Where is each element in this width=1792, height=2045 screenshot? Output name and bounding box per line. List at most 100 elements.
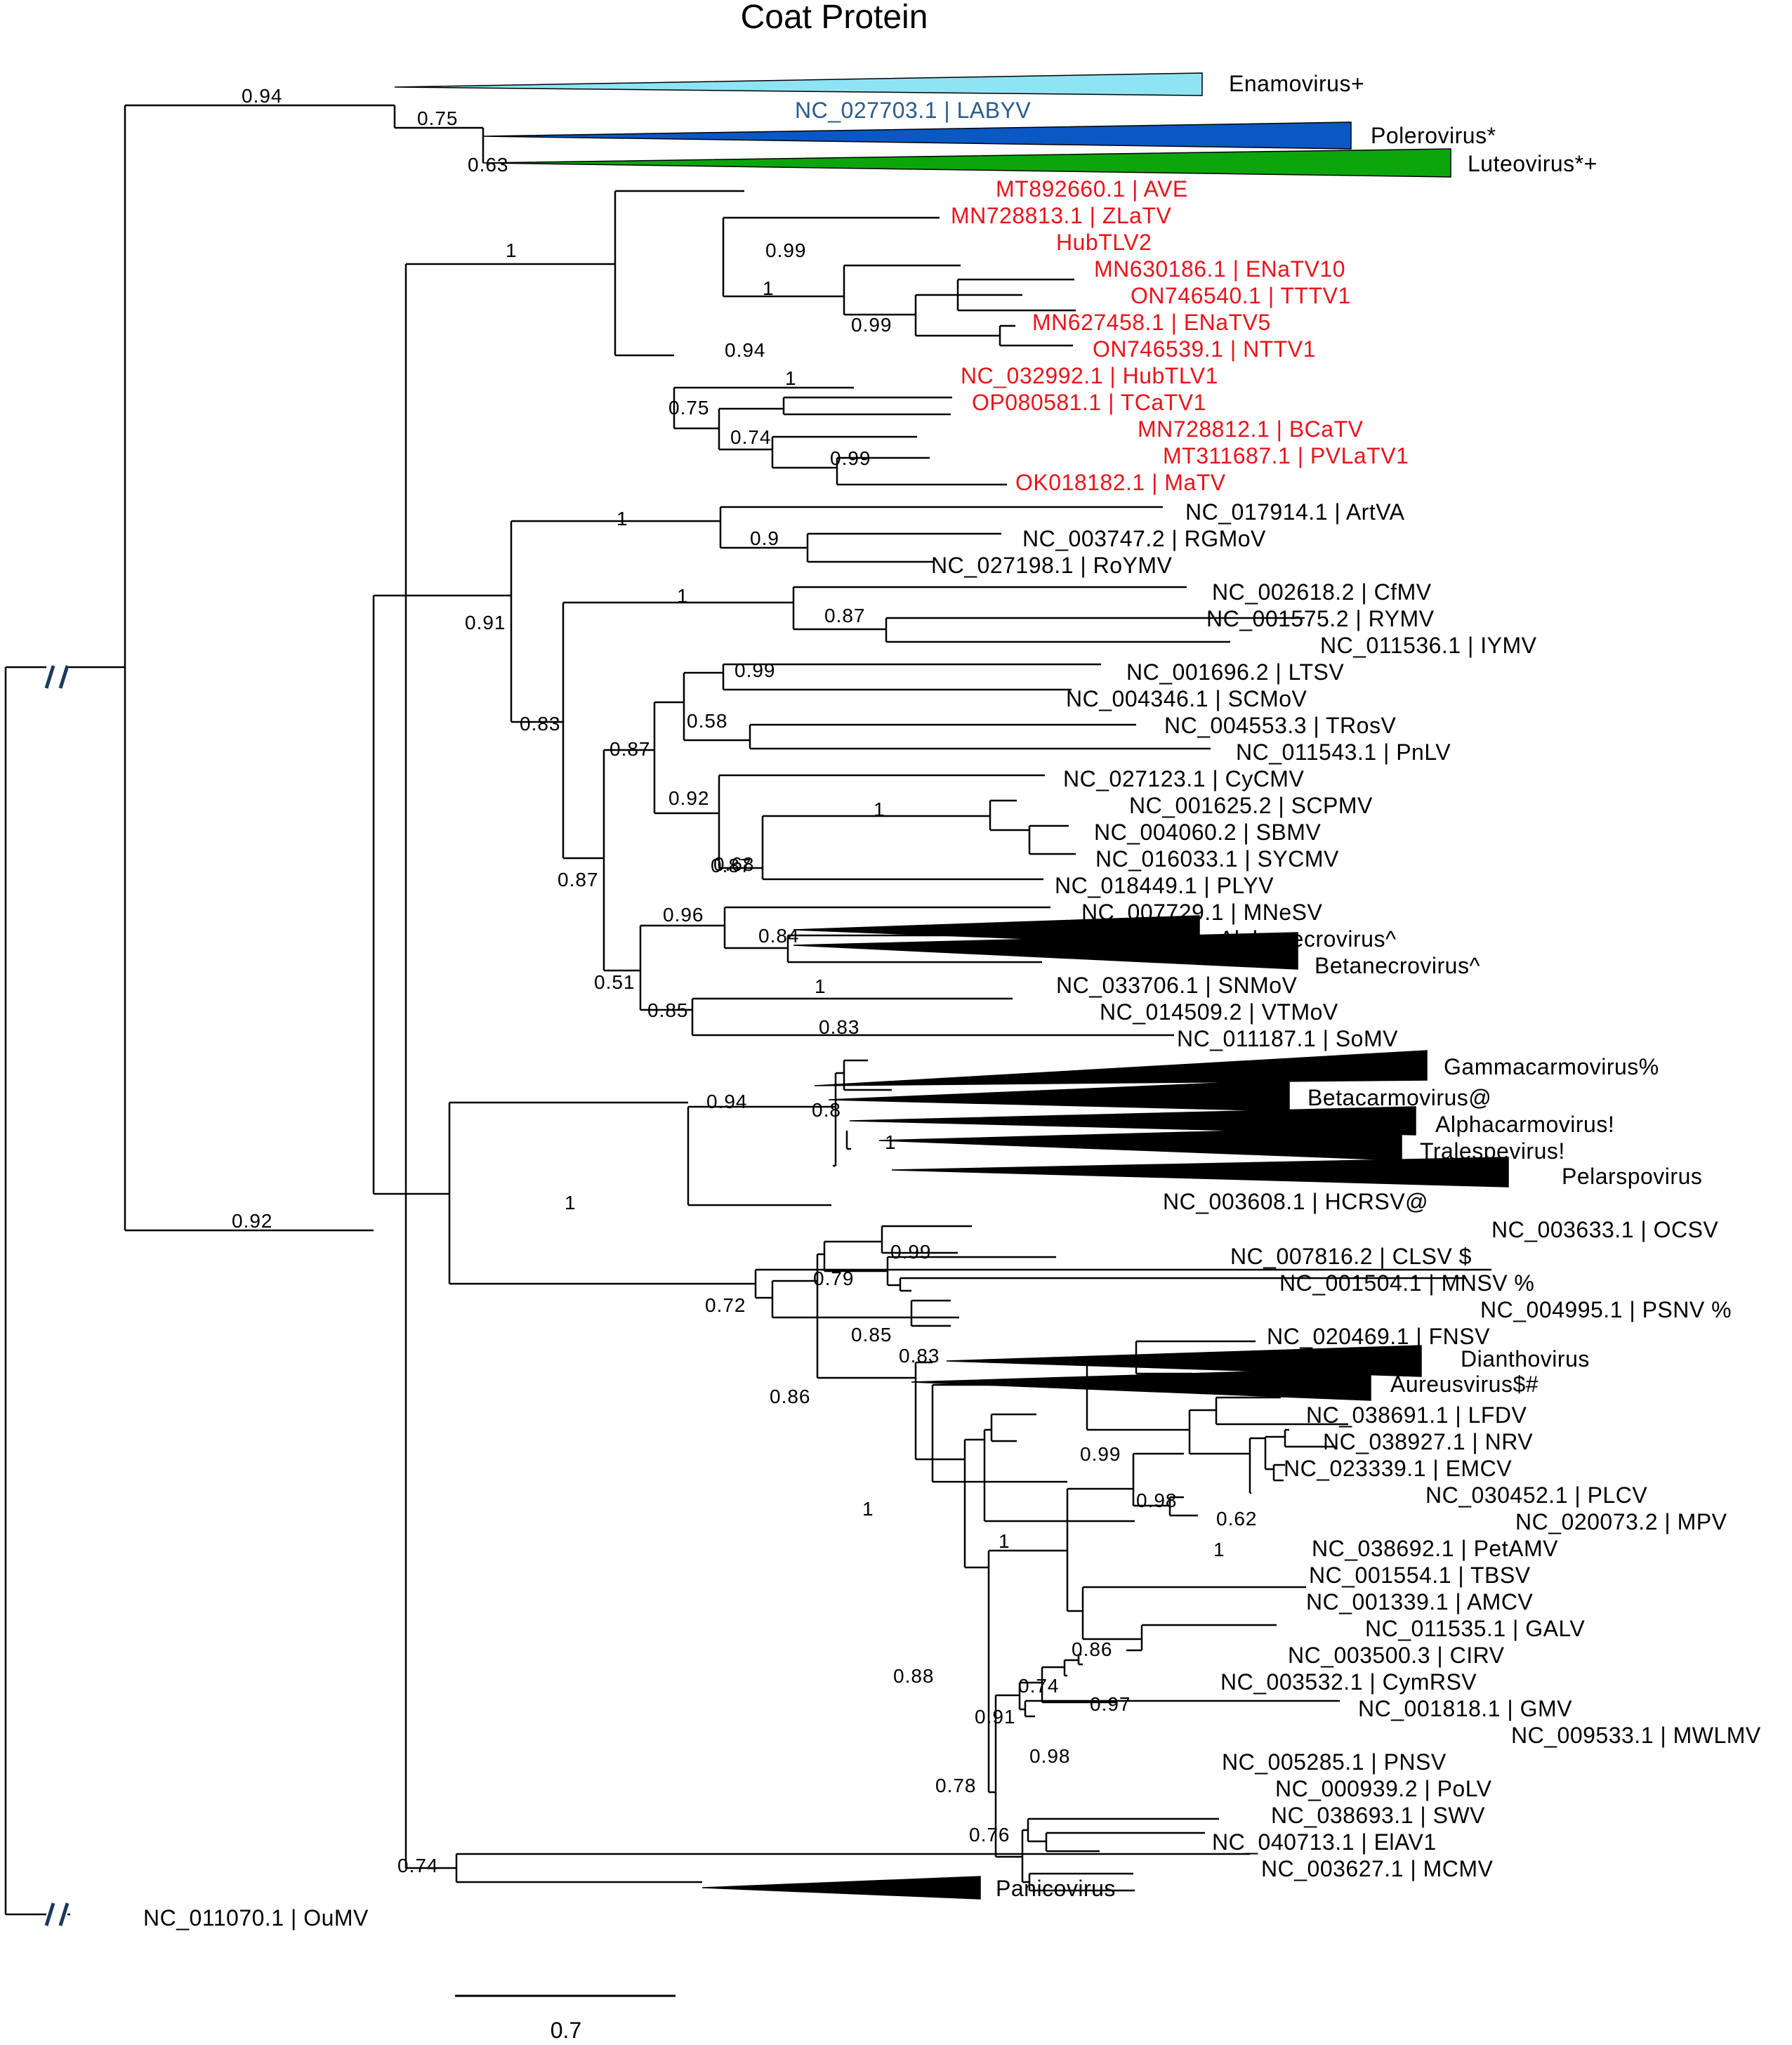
leaf-label: NC_003633.1 | OCSV <box>1491 1217 1718 1242</box>
figure-title: Coat Protein <box>741 0 928 36</box>
leaf-label: MN728813.1 | ZLaTV <box>951 203 1172 228</box>
support-value: 0.96 <box>663 904 704 926</box>
leaf-label: ON746539.1 | NTTV1 <box>1093 336 1316 362</box>
support-value: 0.99 <box>851 314 892 336</box>
leaf-label: NC_038693.1 | SWV <box>1271 1803 1485 1828</box>
leaf-label: NC_004060.2 | SBMV <box>1094 820 1321 845</box>
pelarspovirus-clade <box>891 1157 1509 1188</box>
support-value: 0.94 <box>242 85 283 107</box>
support-value: 1 <box>862 1498 874 1520</box>
leaf-label: NC_009533.1 | MWLMV <box>1511 1723 1761 1748</box>
support-value: 1 <box>815 975 826 997</box>
support-value: 0.84 <box>758 925 800 947</box>
leaf-label: NC_017914.1 | ArtVA <box>1185 499 1405 525</box>
leaf-label: NC_038691.1 | LFDV <box>1306 1402 1527 1428</box>
leaf-label: NC_027198.1 | RoYMV <box>931 553 1172 578</box>
leaf-label: NC_020073.2 | MPV <box>1515 1509 1727 1534</box>
leaf-label: NC_038927.1 | NRV <box>1323 1429 1533 1454</box>
support-value: 1 <box>999 1530 1010 1552</box>
support-value: 0.92 <box>232 1210 273 1232</box>
leaf-label: NC_038692.1 | PetAMV <box>1312 1536 1558 1561</box>
axis-break-icon <box>44 1902 70 1926</box>
support-value: 0.99 <box>890 1241 932 1263</box>
betacarmovirus-clade <box>828 1079 1290 1112</box>
support-value: 0.99 <box>734 659 776 681</box>
leaf-label: NC_001625.2 | SCPMV <box>1129 793 1373 818</box>
leaf-label: NC_023339.1 | EMCV <box>1284 1456 1512 1481</box>
leaf-label: NC_003608.1 | HCRSV@ <box>1163 1189 1428 1214</box>
leaf-label: HubTLV2 <box>1056 230 1152 255</box>
support-value: 0.76 <box>969 1824 1010 1846</box>
support-value: 0.58 <box>687 710 728 732</box>
support-value: 0.85 <box>647 999 689 1021</box>
support-value: 0.86 <box>770 1386 811 1407</box>
support-value: 0.74 <box>730 426 772 448</box>
clade-label: Luteovirus*+ <box>1468 151 1597 176</box>
support-value: 0.68 <box>713 853 755 875</box>
tralespevirus-clade <box>878 1126 1402 1161</box>
support-value: 0.87 <box>610 738 651 760</box>
support-value: 0.85 <box>851 1324 892 1346</box>
support-value: 0.94 <box>706 1091 748 1112</box>
leaf-label: NC_004346.1 | SCMoV <box>1066 686 1307 711</box>
support-value: 0.86 <box>1072 1638 1113 1660</box>
support-value: 0.88 <box>893 1665 935 1687</box>
leaf-label: MN627458.1 | ENaTV5 <box>1032 310 1271 335</box>
leaf-label: NC_027123.1 | CyCMV <box>1063 766 1304 791</box>
leaf-label: NC_002618.2 | CfMV <box>1212 579 1432 605</box>
leaf-label: NC_030452.1 | PLCV <box>1425 1482 1647 1508</box>
support-value: 0.51 <box>594 971 635 993</box>
support-value: 1 <box>506 239 518 261</box>
support-value: 0.99 <box>830 447 871 469</box>
support-value: 0.99 <box>1080 1443 1121 1465</box>
leaf-label: NC_007816.2 | CLSV $ <box>1230 1244 1472 1269</box>
leaf-label: NC_014509.2 | VTMoV <box>1100 999 1338 1025</box>
clade-label: Aureusvirus$# <box>1390 1372 1539 1397</box>
leaf-label: NC_011535.1 | GALV <box>1365 1616 1585 1641</box>
support-value: 0.72 <box>705 1294 746 1316</box>
leaf-label: NC_011536.1 | IYMV <box>1320 633 1537 658</box>
clade-label: Pelarspovirus <box>1562 1164 1702 1189</box>
support-value: 1 <box>1213 1539 1225 1560</box>
leaf-label: NC_000939.2 | PoLV <box>1275 1776 1492 1801</box>
leaf-label: NC_005285.1 | PNSV <box>1222 1749 1447 1775</box>
leaf-label: NC_003532.1 | CymRSV <box>1220 1669 1477 1695</box>
leaf-label: NC_011543.1 | PnLV <box>1236 739 1451 765</box>
support-value: 0.62 <box>1216 1508 1258 1530</box>
support-value: 0.74 <box>1018 1675 1060 1697</box>
support-value: 0.75 <box>668 397 710 419</box>
support-value: 0.91 <box>465 612 506 633</box>
leaf-label: NC_033706.1 | SNMoV <box>1056 973 1297 998</box>
support-value: 0.87 <box>824 605 866 626</box>
support-value: 0.99 <box>765 239 807 261</box>
leaf-label: OP080581.1 | TCaTV1 <box>972 390 1206 415</box>
support-value: 1 <box>874 798 885 820</box>
leaf-label: NC_004553.3 | TRosV <box>1164 713 1396 738</box>
axis-break-icon <box>44 665 70 689</box>
leaf-label: MN630186.1 | ENaTV10 <box>1094 256 1345 282</box>
support-value: 1 <box>617 508 628 530</box>
support-value: 0.83 <box>819 1016 860 1038</box>
leaf-label: NC_040713.1 | ElAV1 <box>1212 1829 1437 1855</box>
polerovirus-clade <box>482 121 1352 150</box>
support-value: 1 <box>785 367 797 389</box>
support-value: 0.83 <box>899 1345 940 1367</box>
leaf-label: NC_004995.1 | PSNV % <box>1480 1297 1732 1322</box>
tree-branches <box>4 104 1491 1916</box>
support-value: 1 <box>677 585 689 607</box>
clade-label: Panicovirus <box>996 1876 1116 1901</box>
leaf-label: MN728812.1 | BCaTV <box>1138 416 1364 442</box>
leaf-label: MT892660.1 | AVE <box>996 176 1188 202</box>
enamovirus-clade <box>394 72 1203 96</box>
leaf-label: NC_020469.1 | FNSV <box>1267 1324 1490 1349</box>
support-value: 1 <box>565 1192 577 1214</box>
support-value: 0.78 <box>935 1775 977 1796</box>
leaf-label: NC_001575.2 | RYMV <box>1206 606 1435 631</box>
clade-label: Alphanecrovirus^ <box>1219 926 1396 952</box>
clade-label: Polerovirus* <box>1371 123 1496 148</box>
leaf-label: NC_007729.1 | MNeSV <box>1081 900 1322 925</box>
leaf-label: NC_016033.1 | SYCMV <box>1095 846 1339 872</box>
support-value: 1 <box>885 1131 897 1153</box>
clade-labels: Enamovirus+ Polerovirus* Luteovirus*+ Alpha… <box>996 71 1702 1901</box>
alphacarmovirus-clade <box>849 1106 1416 1136</box>
